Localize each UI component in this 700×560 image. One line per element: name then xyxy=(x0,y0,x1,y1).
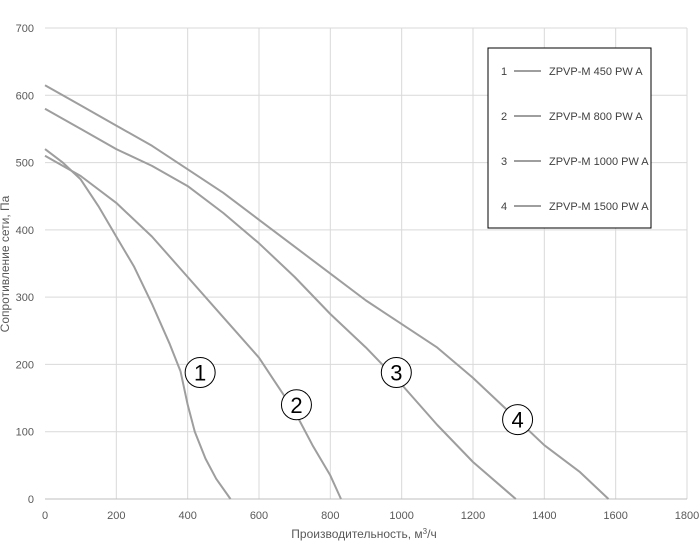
x-tick-label: 1600 xyxy=(603,510,627,522)
x-tick-label: 0 xyxy=(42,510,48,522)
legend-label: ZPVP-M 450 PW A xyxy=(549,66,643,78)
legend-number: 3 xyxy=(501,156,507,168)
y-axis-title: Сопротивление сети, Па xyxy=(0,195,12,332)
curve-marker-circle xyxy=(502,404,534,436)
x-tick-label: 800 xyxy=(321,510,339,522)
curve-marker-label: 3 xyxy=(390,361,402,386)
legend-number: 1 xyxy=(501,66,507,78)
series-line-1 xyxy=(44,148,232,500)
y-tick-label: 200 xyxy=(16,359,34,371)
y-tick-label: 500 xyxy=(16,158,34,170)
x-tick-label: 400 xyxy=(178,510,196,522)
x-tick-label: 1200 xyxy=(461,510,485,522)
legend-number: 2 xyxy=(501,111,507,123)
series-line-2 xyxy=(44,154,342,500)
curve-marker-label: 1 xyxy=(194,361,206,386)
x-tick-label: 1400 xyxy=(532,510,556,522)
x-axis-title: Производительность, м3/ч xyxy=(291,527,436,541)
x-tick-label: 200 xyxy=(107,510,125,522)
legend-label: ZPVP-M 1500 PW A xyxy=(549,201,649,213)
y-tick-label: 300 xyxy=(16,292,34,304)
legend-box xyxy=(487,47,652,229)
y-tick-labels: 0 100 200 300 400 500 600 700 xyxy=(16,23,34,506)
legend-label: ZPVP-M 1000 PW A xyxy=(549,156,649,168)
curve-markers: 1 2 3 4 xyxy=(184,357,534,436)
y-tick-label: 400 xyxy=(16,225,34,237)
curve-marker-label: 4 xyxy=(511,408,523,433)
legend-number: 4 xyxy=(501,201,507,213)
y-tick-label: 600 xyxy=(16,90,34,102)
legend: 1 ZPVP-M 450 PW A 2 ZPVP-M 800 PW A 3 ZPVP-M … xyxy=(487,47,652,229)
legend-label: ZPVP-M 800 PW A xyxy=(549,111,643,123)
y-tick-label: 0 xyxy=(28,494,34,506)
curve-marker-label: 2 xyxy=(290,393,302,418)
x-tick-label: 1000 xyxy=(389,510,413,522)
curve-marker-circle xyxy=(184,357,216,389)
x-tick-labels: 0 200 400 600 800 1000 1200 1400 1600 1800 xyxy=(42,510,699,522)
curve-marker-circle xyxy=(380,357,412,389)
series-line-3 xyxy=(44,107,517,500)
x-tick-label: 600 xyxy=(250,510,268,522)
y-tick-label: 700 xyxy=(16,23,34,35)
y-tick-label: 100 xyxy=(16,427,34,439)
curve-marker-circle xyxy=(280,389,312,421)
x-tick-label: 1800 xyxy=(675,510,699,522)
